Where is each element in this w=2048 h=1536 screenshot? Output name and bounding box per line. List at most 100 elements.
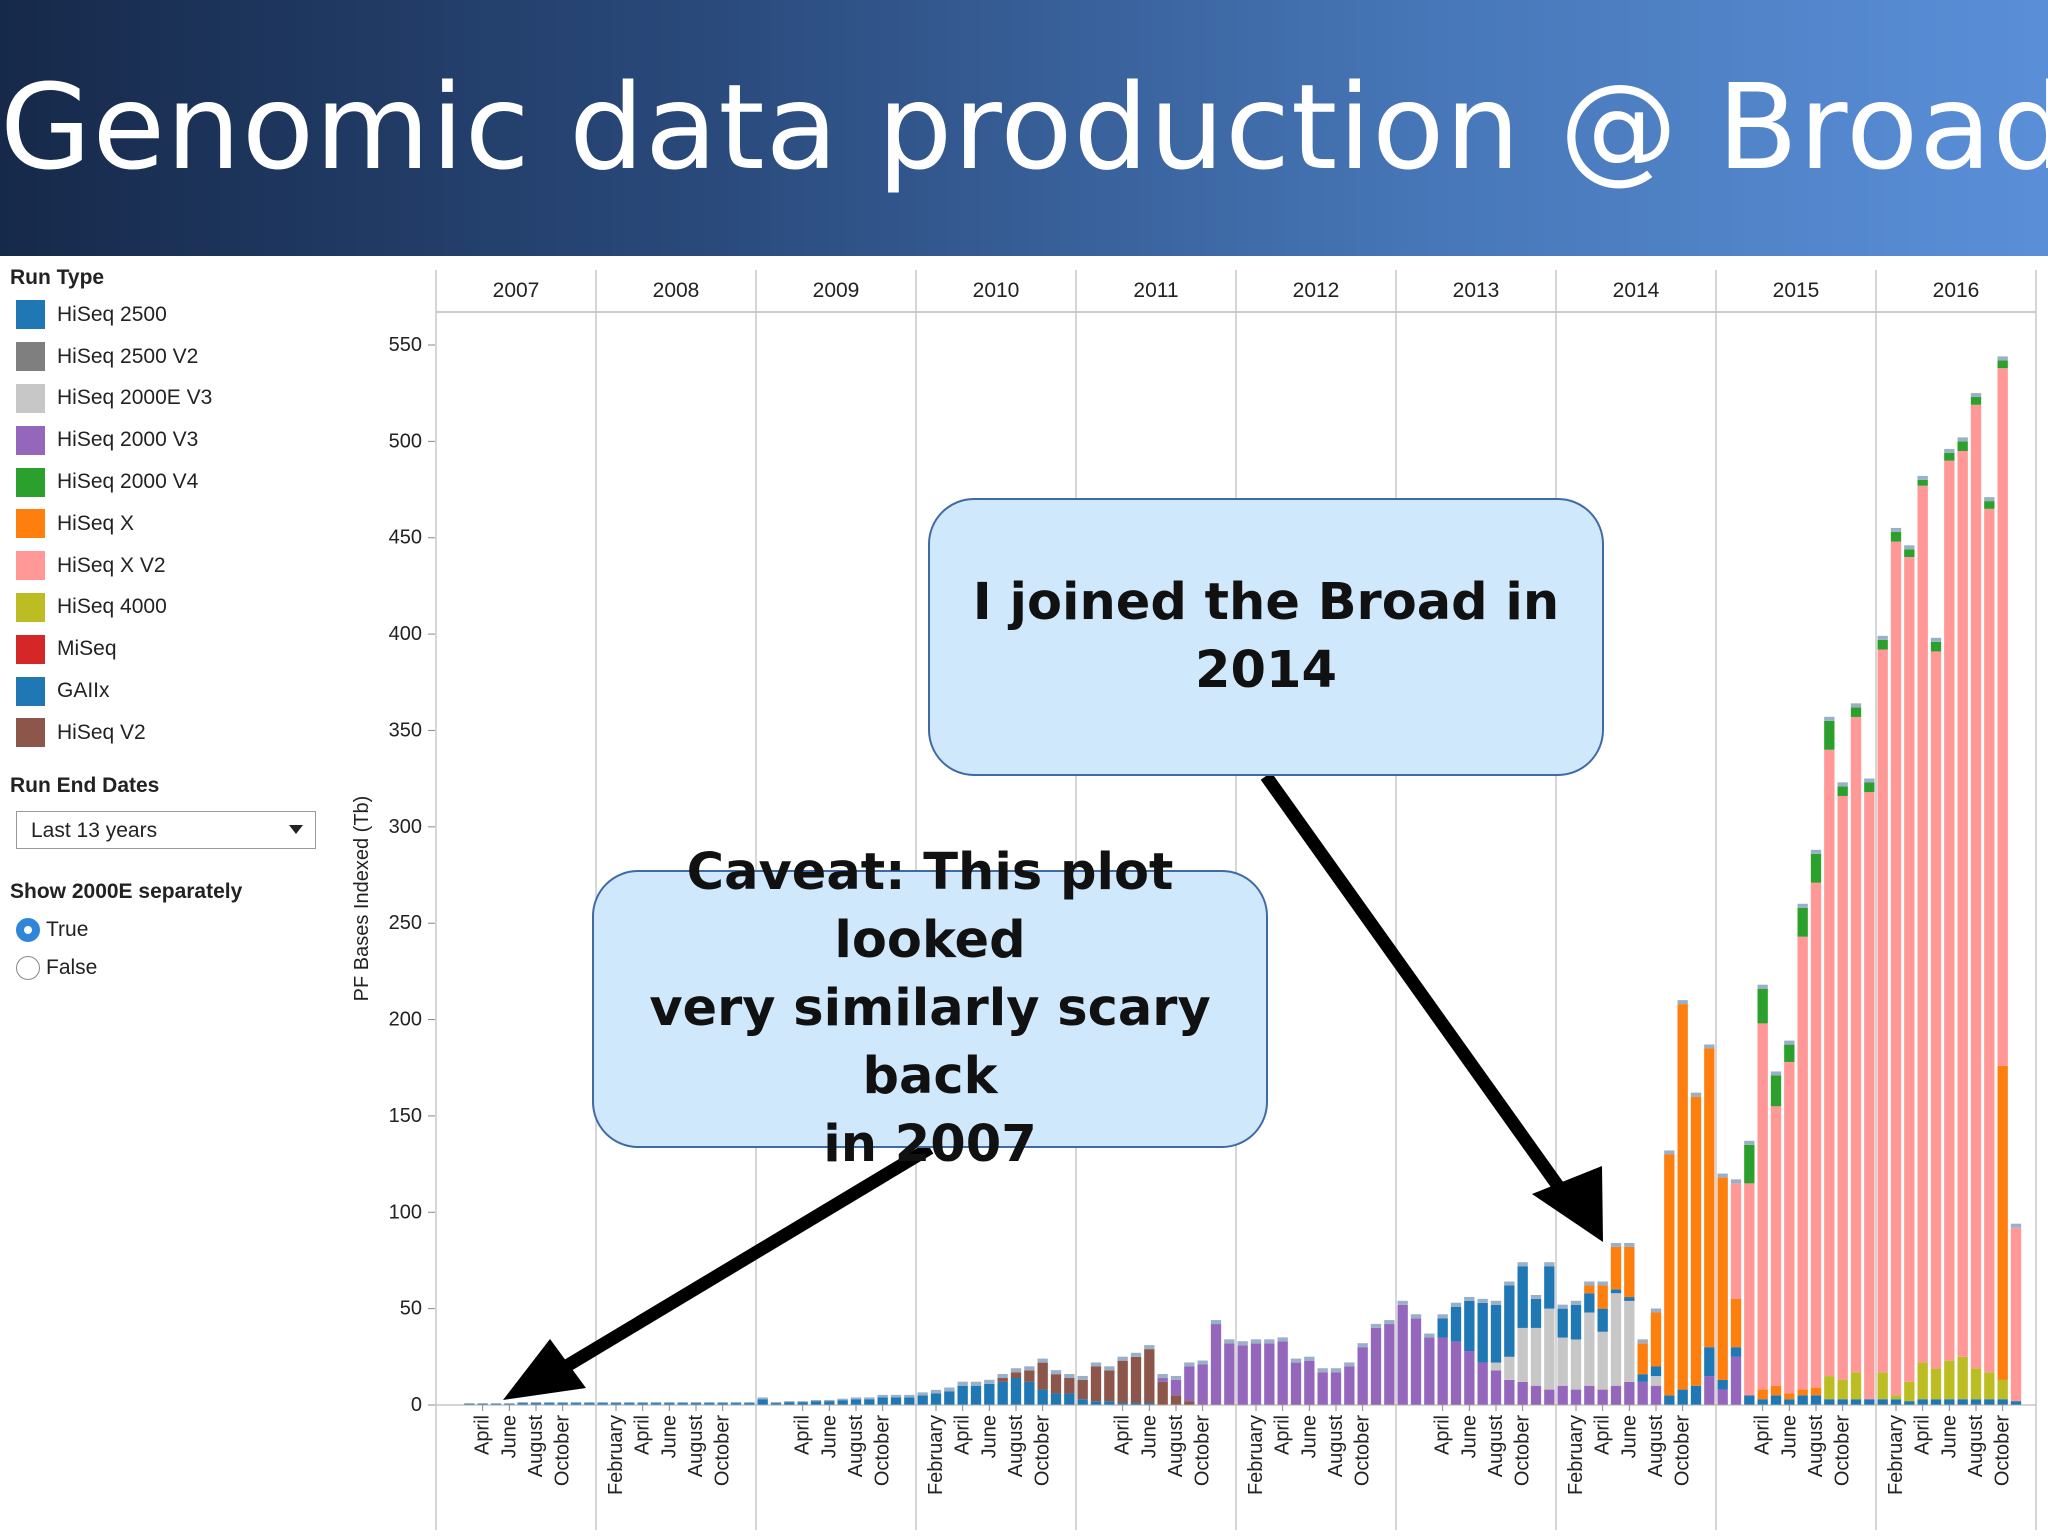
bar-segment	[1970, 404, 1982, 1369]
legend-item[interactable]: GAIIx	[10, 670, 330, 712]
legend-item[interactable]: HiSeq 2500	[10, 294, 330, 336]
year-label: 2010	[973, 279, 1020, 302]
bar-cap	[1264, 1339, 1275, 1344]
bar-cap	[1384, 1320, 1395, 1325]
month-tick-label: June	[1778, 1415, 1800, 1458]
legend-label: HiSeq X	[57, 511, 135, 535]
bar-cap	[517, 1402, 528, 1404]
bar-segment	[1250, 1343, 1262, 1405]
bar-segment	[1744, 1183, 1755, 1396]
legend-item[interactable]: HiSeq V2	[10, 712, 330, 754]
bar-segment	[1944, 460, 1955, 1361]
bar-segment	[1504, 1285, 1515, 1357]
y-tick-label: 450	[389, 527, 422, 549]
bar-cap	[1690, 1092, 1702, 1097]
month-tick-label: April	[632, 1415, 654, 1455]
bar-cap	[1797, 903, 1808, 908]
show-separately-heading: Show 2000E separately	[10, 880, 243, 903]
legend-label: MiSeq	[57, 637, 117, 661]
title-banner	[0, 0, 2048, 256]
month-tick-label: February	[1565, 1415, 1587, 1495]
bar-segment	[1824, 1399, 1835, 1405]
bar-segment	[930, 1393, 942, 1405]
bar-cap	[997, 1374, 1008, 1379]
legend-item[interactable]: HiSeq 2000 V4	[10, 461, 330, 503]
bar-segment	[1157, 1378, 1168, 1382]
bar-segment	[1064, 1378, 1075, 1394]
bar-segment	[1104, 1401, 1115, 1405]
legend-item[interactable]: HiSeq X V2	[10, 545, 330, 587]
bar-segment	[1024, 1370, 1035, 1382]
legend-item[interactable]: HiSeq 2500 V2	[10, 336, 330, 378]
legend-item[interactable]: HiSeq 2000 V3	[10, 419, 330, 461]
bar-cap	[930, 1389, 942, 1394]
bar-segment	[1984, 1372, 1995, 1400]
bar-cap	[1744, 1140, 1755, 1145]
month-tick-label: August	[1165, 1415, 1187, 1478]
bar-segment	[997, 1378, 1008, 1382]
bar-segment	[1797, 1395, 1808, 1405]
bar-cap	[890, 1394, 902, 1398]
bar-segment	[650, 1403, 662, 1405]
bar-segment	[1184, 1366, 1195, 1402]
bar-segment	[957, 1385, 968, 1405]
bar-segment	[1757, 988, 1768, 1024]
bar-segment	[890, 1397, 902, 1405]
bar-cap	[1557, 1304, 1568, 1309]
bar-cap	[570, 1402, 582, 1404]
month-tick-label: August	[1325, 1415, 1347, 1478]
bar-segment	[1117, 1360, 1128, 1404]
legend-item[interactable]: HiSeq 2000E V3	[10, 378, 330, 420]
bar-segment	[1610, 1385, 1622, 1405]
bar-cap	[477, 1403, 488, 1405]
y-tick-label: 500	[389, 430, 422, 452]
legend-label: HiSeq 2000E V3	[57, 386, 213, 410]
legend-item[interactable]: MiSeq	[10, 628, 330, 670]
month-tick-label: August	[525, 1415, 547, 1478]
bar-cap	[1864, 778, 1875, 783]
bar-segment	[1930, 1399, 1942, 1405]
bar-segment	[1170, 1379, 1182, 1396]
bar-cap	[677, 1402, 688, 1404]
bar-segment	[1810, 1395, 1822, 1405]
bar-segment	[1930, 1368, 1942, 1400]
bar-cap	[1544, 1262, 1555, 1267]
bar-segment	[1730, 1299, 1742, 1348]
radio-label: True	[46, 918, 89, 941]
arrow-head	[503, 1339, 586, 1400]
bar-segment	[1650, 1312, 1662, 1367]
y-axis-label: PF Bases Indexed (Tb)	[351, 796, 373, 1002]
month-tick-label: April	[1912, 1415, 1934, 1455]
y-tick-label: 100	[389, 1201, 422, 1223]
radio-false[interactable]: False	[16, 956, 97, 980]
bar-segment	[1850, 1399, 1862, 1405]
bar-cap	[1064, 1374, 1075, 1379]
legend-item[interactable]: HiSeq 4000	[10, 587, 330, 629]
bar-segment	[1117, 1403, 1128, 1405]
bar-cap	[1890, 527, 1902, 532]
joined-callout: I joined the Broad in 2014	[928, 498, 1604, 776]
y-tick-label: 350	[389, 719, 422, 741]
run-end-dates-dropdown[interactable]: Last 13 years	[16, 811, 316, 849]
bar-segment	[1477, 1302, 1488, 1363]
month-tick-label: April	[1432, 1415, 1454, 1455]
callout-line: Caveat: This plot looked	[686, 843, 1174, 970]
bar-segment	[864, 1399, 875, 1405]
bar-segment	[1490, 1370, 1502, 1405]
bar-segment	[1770, 1395, 1782, 1405]
bar-segment	[1650, 1376, 1662, 1386]
legend-item[interactable]: HiSeq X	[10, 503, 330, 545]
bar-segment	[877, 1397, 888, 1405]
bar-segment	[1784, 1399, 1795, 1405]
bar-cap	[1090, 1362, 1102, 1367]
bar-segment	[1744, 1144, 1755, 1184]
bar-cap	[1624, 1242, 1635, 1247]
legend-swatch	[16, 342, 45, 372]
bar-segment	[1877, 649, 1888, 1373]
bar-segment	[1357, 1347, 1368, 1405]
bar-cap	[1024, 1366, 1035, 1371]
radio-true[interactable]: True	[16, 918, 88, 942]
bar-segment	[1490, 1362, 1502, 1371]
year-label: 2011	[1133, 279, 1178, 302]
